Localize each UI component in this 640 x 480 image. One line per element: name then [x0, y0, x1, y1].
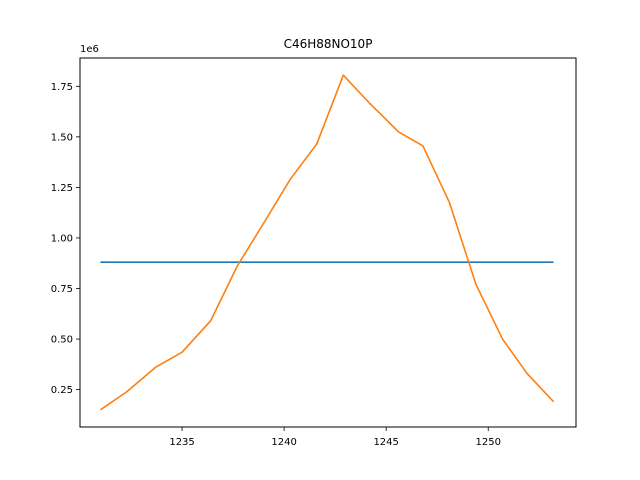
chart-title: C46H88NO10P	[284, 37, 373, 51]
x-tick-label: 1250	[476, 437, 501, 448]
axes-layer: 1235 1240 1245 1250 0.25 0.50 0.75 1.00 1.25 1.50…	[51, 82, 501, 448]
y-tick-label: 1.25	[51, 183, 73, 194]
y-tick-label: 1.50	[51, 132, 73, 143]
series-layer	[99, 74, 555, 411]
y-tick-label: 1.75	[51, 82, 73, 93]
series-line-1	[99, 74, 555, 411]
y-tick-label: 0.75	[51, 284, 73, 295]
x-tick-label: 1240	[271, 437, 296, 448]
x-tick-label: 1235	[169, 437, 194, 448]
y-tick-label: 0.50	[51, 335, 73, 346]
y-tick-label: 0.25	[51, 385, 73, 396]
y-offset-label: 1e6	[80, 44, 99, 55]
plot-frame	[79, 57, 577, 428]
x-tick-label: 1245	[373, 437, 398, 448]
y-tick-label: 1.00	[51, 233, 73, 244]
